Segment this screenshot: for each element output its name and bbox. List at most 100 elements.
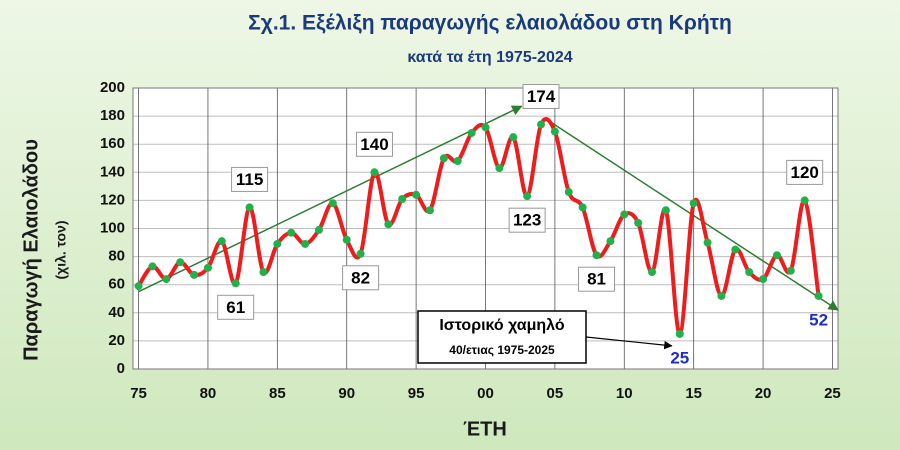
y-tick-label: 20 [108,332,125,349]
data-point [772,251,781,260]
x-tick-label: 95 [408,385,425,402]
data-point [689,199,698,208]
data-point [592,251,601,260]
y-axis-label: Παραγωγή Ελαιολάδου [20,139,42,361]
data-point [786,266,795,275]
data-point [231,279,240,288]
data-point [203,263,212,272]
y-tick-label: 0 [117,360,125,377]
data-label: 81 [587,270,606,289]
data-point [814,291,823,300]
y-tick-label: 200 [100,79,125,96]
data-point [564,187,573,196]
data-label-box [786,159,824,185]
data-label: 52 [809,310,828,329]
x-tick-label: 10 [616,385,633,402]
data-point [509,133,518,142]
data-label: 82 [351,268,370,287]
x-tick-label: 00 [477,385,494,402]
annotation-text: 40/ετιας 1975-2025 [449,343,555,357]
data-point [731,245,740,254]
x-tick-label: 15 [685,385,702,402]
data-label: 115 [236,170,263,189]
data-point [439,154,448,163]
y-tick-label: 160 [100,135,125,152]
data-point [634,218,643,227]
data-point [661,206,670,215]
data-point [162,275,171,284]
data-point [717,291,726,300]
data-point [453,157,462,166]
annotation-arrow [585,336,673,350]
data-point [537,120,546,129]
data-point [620,210,629,219]
data-point [273,239,282,248]
data-point [134,282,143,291]
data-point [176,258,185,267]
data-label-box [522,84,560,110]
data-label-box [231,166,269,192]
data-point [523,192,532,201]
data-point [342,235,351,244]
y-tick-label: 140 [100,163,125,180]
data-label: 61 [226,298,245,317]
data-label: 120 [791,163,819,182]
y-unit-label: (χιλ. τον) [53,220,69,279]
data-point [425,206,434,215]
y-tick-label: 100 [100,219,125,236]
x-tick-label: 20 [755,385,772,402]
data-point [800,196,809,205]
data-point [190,270,199,279]
data-point [467,128,476,137]
data-label: 174 [527,87,556,106]
x-tick-label: 85 [269,385,286,402]
data-point [759,275,768,284]
chart-title: Σχ.1. Εξέλιξη παραγωγής ελαιολάδου στη Κ… [248,12,732,35]
data-label-box [217,294,255,320]
data-point [314,225,323,234]
data-point [217,237,226,246]
data-label-box [342,265,380,291]
data-label-box [508,207,546,233]
data-point [412,190,421,199]
x-tick-label: 80 [200,385,217,402]
x-tick-label: 75 [130,385,147,402]
data-point [384,220,393,229]
data-label: 140 [360,135,388,154]
data-point [245,203,254,212]
data-label: 25 [670,348,689,367]
annotation-box [417,310,587,364]
x-tick-label: 05 [547,385,564,402]
data-point [550,127,559,136]
data-point [703,238,712,247]
y-tick-label: 40 [108,304,125,321]
data-point [148,262,157,271]
data-point [745,268,754,277]
data-point [578,203,587,212]
data-point [481,123,490,132]
data-point [495,164,504,173]
data-point [301,239,310,248]
data-point [287,228,296,237]
data-point [675,329,684,338]
annotation-title: Ιστορικό χαμηλό [439,317,565,334]
y-tick-label: 120 [100,191,125,208]
data-point [328,199,337,208]
data-point [259,268,268,277]
x-tick-label: 90 [338,385,355,402]
data-point [356,249,365,258]
y-tick-label: 60 [108,276,125,293]
data-point [606,237,615,246]
data-label-box [578,266,616,292]
data-point [398,194,407,203]
x-tick-label: 25 [824,385,841,402]
data-label: 123 [513,211,541,230]
x-axis-label: ΈΤΗ [463,418,507,440]
plot-border [132,87,839,370]
data-point [370,168,379,177]
trend-line [138,105,523,293]
data-label-box [355,131,393,157]
y-tick-label: 180 [100,107,125,124]
